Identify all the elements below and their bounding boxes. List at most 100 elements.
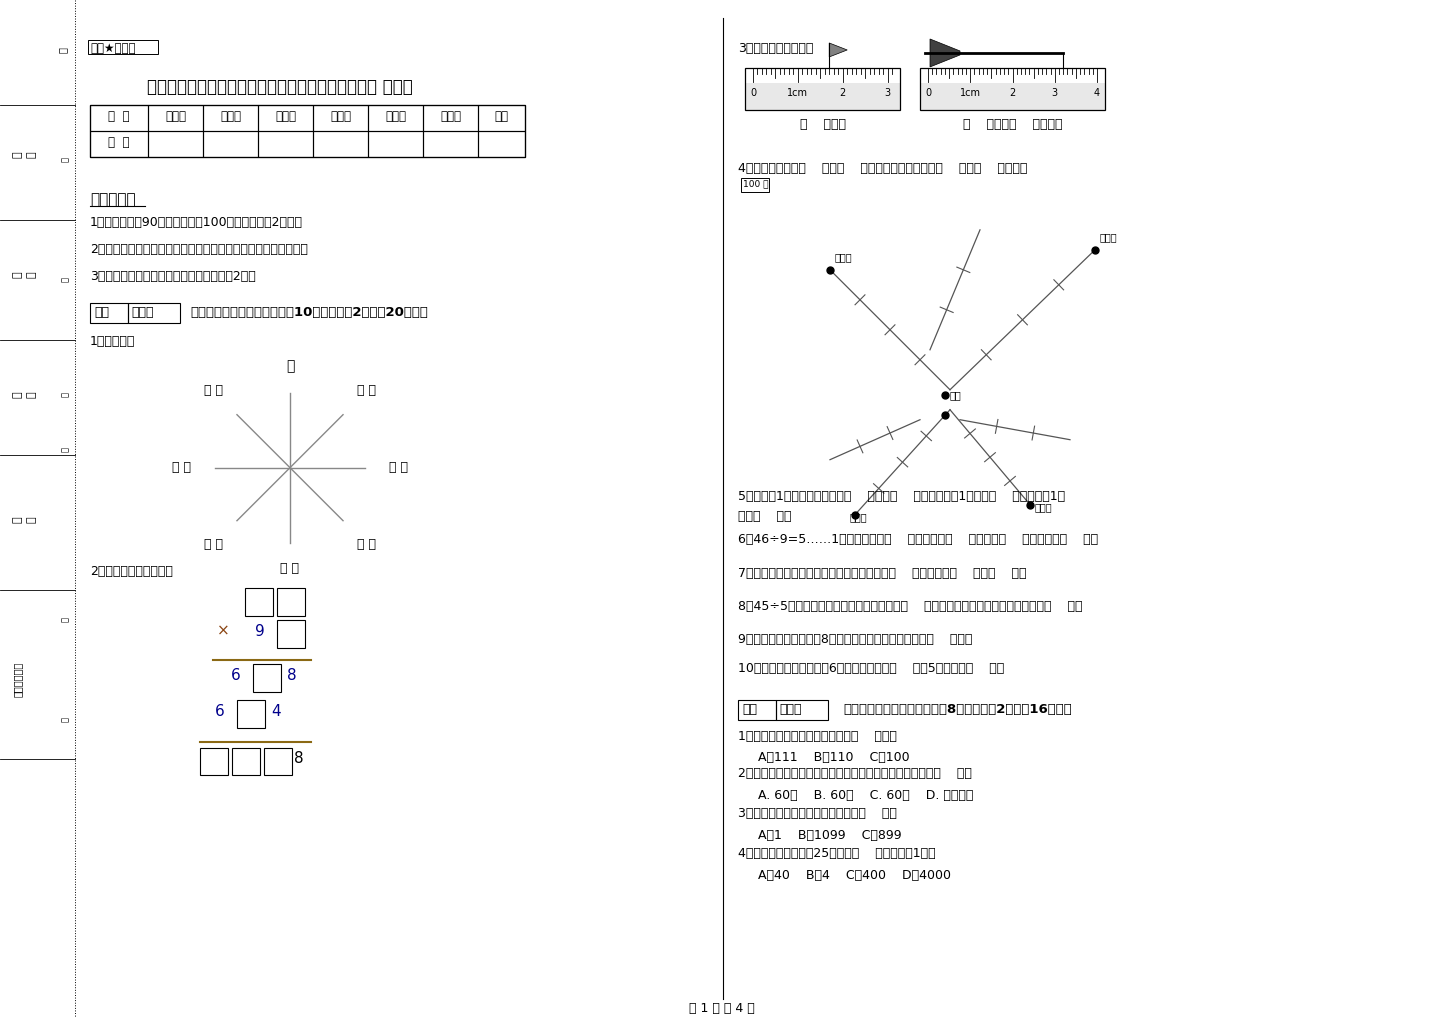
Text: 题  号: 题 号: [108, 110, 130, 123]
Text: 9: 9: [254, 624, 264, 639]
Bar: [253, 663, 280, 692]
Text: （ ）: （ ）: [357, 384, 376, 397]
Text: 内: 内: [61, 392, 69, 397]
Bar: [920, 83, 1105, 110]
Text: 得  分: 得 分: [108, 136, 130, 149]
Text: ×: ×: [217, 624, 230, 639]
Text: 1cm: 1cm: [959, 88, 981, 98]
Text: 班
级: 班 级: [13, 391, 38, 398]
Text: 北: 北: [286, 360, 295, 374]
Bar: [920, 68, 1105, 110]
Text: 选择题: 选择题: [220, 110, 241, 123]
Bar: [259, 105, 314, 130]
Text: 学
校: 学 校: [13, 517, 38, 523]
Text: 1、填一填。: 1、填一填。: [90, 335, 136, 347]
Bar: [746, 68, 900, 110]
Text: 2、请首先按要求在试卷的指定位置填写您的姓名、班级、学号。: 2、请首先按要求在试卷的指定位置填写您的姓名、班级、学号。: [90, 243, 308, 256]
Text: 评卷人: 评卷人: [131, 306, 153, 319]
Text: 8: 8: [293, 751, 303, 766]
Text: 准: 准: [61, 157, 69, 162]
Text: 填空题: 填空题: [165, 110, 186, 123]
Text: （ ）: （ ）: [204, 538, 223, 551]
Bar: [202, 130, 259, 157]
Text: 4: 4: [272, 703, 280, 718]
Text: 7、在进位加法中，不管哪一位上的数相加满（    ），都要向（    ）进（    ）。: 7、在进位加法中，不管哪一位上的数相加满（ ），都要向（ ）进（ ）。: [738, 567, 1026, 580]
Text: 10、把一根绳子平均分成6份，每份是它的（    ），5份是它的（    ）。: 10、把一根绳子平均分成6份，每份是它的（ ），5份是它的（ ）。: [738, 661, 1004, 675]
Bar: [147, 105, 202, 130]
Text: 3、最小三位数和最大三位数的和是（    ）。: 3、最小三位数和最大三位数的和是（ ）。: [738, 807, 897, 820]
Text: （ ）: （ ）: [389, 462, 409, 474]
Text: （ ）: （ ）: [280, 562, 299, 576]
Text: 得分: 得分: [741, 702, 757, 715]
Text: 一、用心思考，正确填空（共10小题，每题2分，共20分）。: 一、用心思考，正确填空（共10小题，每题2分，共20分）。: [189, 306, 428, 319]
Polygon shape: [829, 43, 847, 57]
Text: 1、考试时间：90分钟，满分为100分（含卷面分2分）。: 1、考试时间：90分钟，满分为100分（含卷面分2分）。: [90, 216, 303, 229]
Bar: [423, 105, 478, 130]
Bar: [776, 699, 828, 719]
Bar: [264, 748, 292, 775]
Text: A、40    B、4    C、400    D、4000: A、40 B、4 C、400 D、4000: [759, 869, 951, 882]
Text: 第 1 页 共 4 页: 第 1 页 共 4 页: [689, 1003, 754, 1015]
Bar: [423, 130, 478, 157]
Text: 2、时针从上一个数字到相邻的下一个数字，经过的时间是（    ）。: 2、时针从上一个数字到相邻的下一个数字，经过的时间是（ ）。: [738, 767, 972, 781]
Text: 计算题: 计算题: [329, 110, 351, 123]
Text: 小明家: 小明家: [850, 513, 867, 523]
Text: 云南省重点小学三年级数学下学期全真模拟考试试题 含答案: 云南省重点小学三年级数学下学期全真模拟考试试题 含答案: [147, 77, 413, 96]
Text: 小强家: 小强家: [1035, 502, 1052, 513]
Text: 3、量出钉子的长度。: 3、量出钉子的长度。: [738, 42, 814, 55]
Text: 6、46÷9=5……1中，被除数是（    ），除数是（    ），商是（    ），余数是（    ）。: 6、46÷9=5……1中，被除数是（ ），除数是（ ），商是（ ），余数是（ ）…: [738, 533, 1098, 545]
Bar: [88, 40, 158, 54]
Text: 线: 线: [61, 447, 69, 452]
Text: 评卷人: 评卷人: [779, 702, 802, 715]
Text: （ ）: （ ）: [204, 384, 223, 397]
Bar: [237, 699, 264, 728]
Text: 8、45÷5，要使商是两位数，口里最大可填（    ）；要使商是三位数，口里最小应填（    ）。: 8、45÷5，要使商是两位数，口里最大可填（ ）；要使商是三位数，口里最小应填（…: [738, 599, 1082, 612]
Bar: [246, 588, 273, 615]
Text: A、1    B、1099    C、899: A、1 B、1099 C、899: [759, 829, 902, 843]
Text: 4、小红家在学校（    ）方（    ）米处；小明家在学校（    ）方（    ）米处。: 4、小红家在学校（ ）方（ ）米处；小明家在学校（ ）方（ ）米处。: [738, 162, 1027, 175]
Bar: [233, 748, 260, 775]
Text: 2: 2: [1010, 88, 1016, 98]
Bar: [90, 105, 147, 130]
Text: 2、在里填上适当的数。: 2、在里填上适当的数。: [90, 565, 173, 578]
Bar: [314, 130, 368, 157]
Text: 1cm: 1cm: [788, 88, 808, 98]
Text: 应用题: 应用题: [439, 110, 461, 123]
Text: 题: 题: [58, 47, 68, 53]
Bar: [738, 699, 776, 719]
Text: 3: 3: [884, 88, 890, 98]
Text: 6: 6: [215, 703, 225, 718]
Bar: [277, 620, 305, 647]
Bar: [746, 83, 900, 110]
Text: 9、小明从一楼到三楼用8秒，照这样他从一楼到五楼用（    ）秒。: 9、小明从一楼到三楼用8秒，照这样他从一楼到五楼用（ ）秒。: [738, 633, 972, 646]
Text: 4、平均每个同学体重25千克，（    ）名同学重1吨。: 4、平均每个同学体重25千克，（ ）名同学重1吨。: [738, 848, 935, 860]
Text: A. 60秒    B. 60分    C. 60时    D. 无法确定: A. 60秒 B. 60分 C. 60时 D. 无法确定: [759, 790, 974, 803]
Text: 姓
名: 姓 名: [13, 271, 38, 278]
Bar: [90, 105, 525, 157]
Text: 总分: 总分: [494, 110, 509, 123]
Text: 3: 3: [1052, 88, 1058, 98]
Bar: [147, 130, 202, 157]
Text: 得分: 得分: [94, 306, 108, 319]
Text: 准: 准: [61, 277, 69, 282]
Bar: [90, 303, 129, 323]
Text: （    ）厘米（    ）毫米。: （ ）厘米（ ）毫米。: [962, 118, 1062, 130]
Text: 小红家: 小红家: [835, 252, 853, 262]
Bar: [314, 105, 368, 130]
Bar: [259, 130, 314, 157]
Polygon shape: [931, 39, 959, 67]
Text: 封: 封: [61, 618, 69, 622]
Bar: [129, 303, 181, 323]
Text: 考
号: 考 号: [13, 152, 38, 158]
Text: 2: 2: [840, 88, 845, 98]
Text: 0: 0: [925, 88, 931, 98]
Text: 8: 8: [288, 667, 296, 683]
Text: 判断题: 判断题: [275, 110, 296, 123]
Text: （    ）毫米: （ ）毫米: [799, 118, 845, 130]
Text: A、111    B、110    C、100: A、111 B、110 C、100: [759, 751, 909, 764]
Bar: [478, 130, 525, 157]
Text: 3、不要在试卷上乱写乱画，卷面不整洁扣2分。: 3、不要在试卷上乱写乱画，卷面不整洁扣2分。: [90, 270, 256, 283]
Bar: [277, 588, 305, 615]
Bar: [368, 105, 423, 130]
Text: 格是（    ）。: 格是（ ）。: [738, 510, 792, 523]
